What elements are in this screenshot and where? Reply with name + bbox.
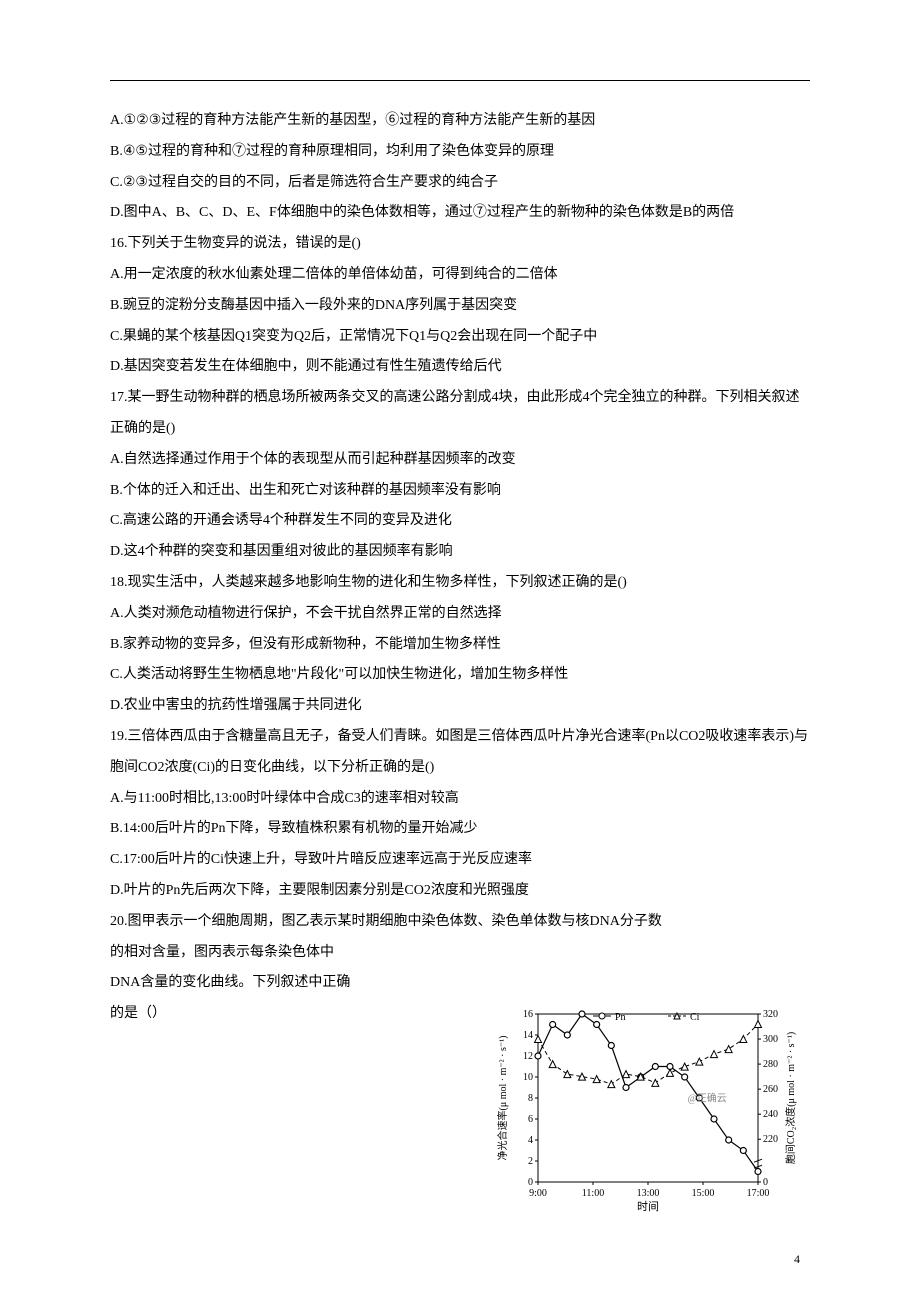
question-20-l4: 的是（） xyxy=(110,999,470,1030)
option-d-18: D.农业中害虫的抗药性增强属于共同进化 xyxy=(110,691,810,722)
option-d-17: D.这4个种群的突变和基因重组对彼此的基因频率有影响 xyxy=(110,537,810,568)
chart-figure: 0 2 4 6 8 10 12 14 16 0 220 240 260 280 300 320 9:00 11:0… xyxy=(490,1002,800,1227)
svg-text:@正确云: @正确云 xyxy=(688,1091,727,1104)
question-16: 16.下列关于生物变异的说法，错误的是() xyxy=(110,229,810,260)
option-c-18: C.人类活动将野生生物栖息地"片段化"可以加快生物进化，增加生物多样性 xyxy=(110,660,810,691)
svg-text:240: 240 xyxy=(763,1109,778,1120)
svg-text:13:00: 13:00 xyxy=(637,1188,660,1199)
option-a-16: A.用一定浓度的秋水仙素处理二倍体的单倍体幼苗，可得到纯合的二倍体 xyxy=(110,260,810,291)
option-a-15: A.①②③过程的育种方法能产生新的基因型，⑥过程的育种方法能产生新的基因 xyxy=(110,106,810,137)
question-20-l1: 20.图甲表示一个细胞周期，图乙表示某时期细胞中染色体数、染色单体数与核DNA分… xyxy=(110,907,810,938)
svg-text:220: 220 xyxy=(763,1134,778,1145)
option-c-19: C.17:00后叶片的Ci快速上升，导致叶片暗反应速率远高于光反应速率 xyxy=(110,845,810,876)
option-c-17: C.高速公路的开通会诱导4个种群发生不同的变异及进化 xyxy=(110,506,810,537)
option-d-16: D.基因突变若发生在体细胞中，则不能通过有性生殖遗传给后代 xyxy=(110,352,810,383)
svg-text:9:00: 9:00 xyxy=(529,1188,547,1199)
svg-text:300: 300 xyxy=(763,1034,778,1045)
question-20-l2: 的相对含量，图丙表示每条染色体中 xyxy=(110,938,470,969)
option-d-15: D.图中A、B、C、D、E、F体细胞中的染色体数相等，通过⑦过程产生的新物种的染… xyxy=(110,198,810,229)
svg-text:时间: 时间 xyxy=(637,1200,659,1213)
svg-text:11:00: 11:00 xyxy=(582,1188,604,1199)
option-b-19: B.14:00后叶片的Pn下降，导致植株积累有机物的量开始减少 xyxy=(110,814,810,845)
svg-text:胞间CO₂浓度(μ mol · m⁻² · s⁻¹): 胞间CO₂浓度(μ mol · m⁻² · s⁻¹) xyxy=(784,1032,797,1164)
svg-text:Pn: Pn xyxy=(615,1012,626,1023)
question-18: 18.现实生活中，人类越来越多地影响生物的进化和生物多样性，下列叙述正确的是() xyxy=(110,568,810,599)
svg-text:10: 10 xyxy=(523,1072,533,1083)
option-b-18: B.家养动物的变异多，但没有形成新物种，不能增加生物多样性 xyxy=(110,630,810,661)
svg-text:320: 320 xyxy=(763,1009,778,1020)
option-a-19: A.与11:00时相比,13:00时叶绿体中合成C3的速率相对较高 xyxy=(110,784,810,815)
question-17: 17.某一野生动物种群的栖息场所被两条交叉的高速公路分割成4块，由此形成4个完全… xyxy=(110,383,810,445)
divider xyxy=(110,80,810,81)
svg-text:净光合速率(μ mol · m⁻² · s⁻¹): 净光合速率(μ mol · m⁻² · s⁻¹) xyxy=(496,1036,509,1161)
document-content: A.①②③过程的育种方法能产生新的基因型，⑥过程的育种方法能产生新的基因 B.④… xyxy=(110,106,810,1030)
svg-text:260: 260 xyxy=(763,1084,778,1095)
option-b-17: B.个体的迁入和迁出、出生和死亡对该种群的基因频率没有影响 xyxy=(110,476,810,507)
svg-text:4: 4 xyxy=(528,1135,533,1146)
svg-text:6: 6 xyxy=(528,1114,533,1125)
page-number: 4 xyxy=(794,1246,800,1272)
option-c-15: C.②③过程自交的目的不同，后者是筛选符合生产要求的纯合子 xyxy=(110,168,810,199)
svg-text:15:00: 15:00 xyxy=(692,1188,715,1199)
question-19: 19.三倍体西瓜由于含糖量高且无子，备受人们青睐。如图是三倍体西瓜叶片净光合速率… xyxy=(110,722,810,784)
svg-text:17:00: 17:00 xyxy=(747,1188,770,1199)
svg-text:14: 14 xyxy=(523,1030,533,1041)
svg-text:Ci: Ci xyxy=(690,1012,700,1023)
svg-text:12: 12 xyxy=(523,1051,533,1062)
option-a-17: A.自然选择通过作用于个体的表现型从而引起种群基因频率的改变 xyxy=(110,445,810,476)
option-a-18: A.人类对濒危动植物进行保护，不会干扰自然界正常的自然选择 xyxy=(110,599,810,630)
svg-text:0: 0 xyxy=(763,1177,768,1188)
chart-svg: 0 2 4 6 8 10 12 14 16 0 220 240 260 280 300 320 9:00 11:0… xyxy=(490,1002,800,1227)
option-b-15: B.④⑤过程的育种和⑦过程的育种原理相同，均利用了染色体变异的原理 xyxy=(110,137,810,168)
option-c-16: C.果蝇的某个核基因Q1突变为Q2后，正常情况下Q1与Q2会出现在同一个配子中 xyxy=(110,322,810,353)
svg-text:8: 8 xyxy=(528,1093,533,1104)
svg-text:2: 2 xyxy=(528,1156,533,1167)
svg-text:16: 16 xyxy=(523,1009,533,1020)
question-20-l3: DNA含量的变化曲线。下列叙述中正确 xyxy=(110,968,470,999)
option-d-19: D.叶片的Pn先后两次下降，主要限制因素分别是CO2浓度和光照强度 xyxy=(110,876,810,907)
svg-text:0: 0 xyxy=(528,1177,533,1188)
svg-text:280: 280 xyxy=(763,1059,778,1070)
option-b-16: B.豌豆的淀粉分支酶基因中插入一段外来的DNA序列属于基因突变 xyxy=(110,291,810,322)
